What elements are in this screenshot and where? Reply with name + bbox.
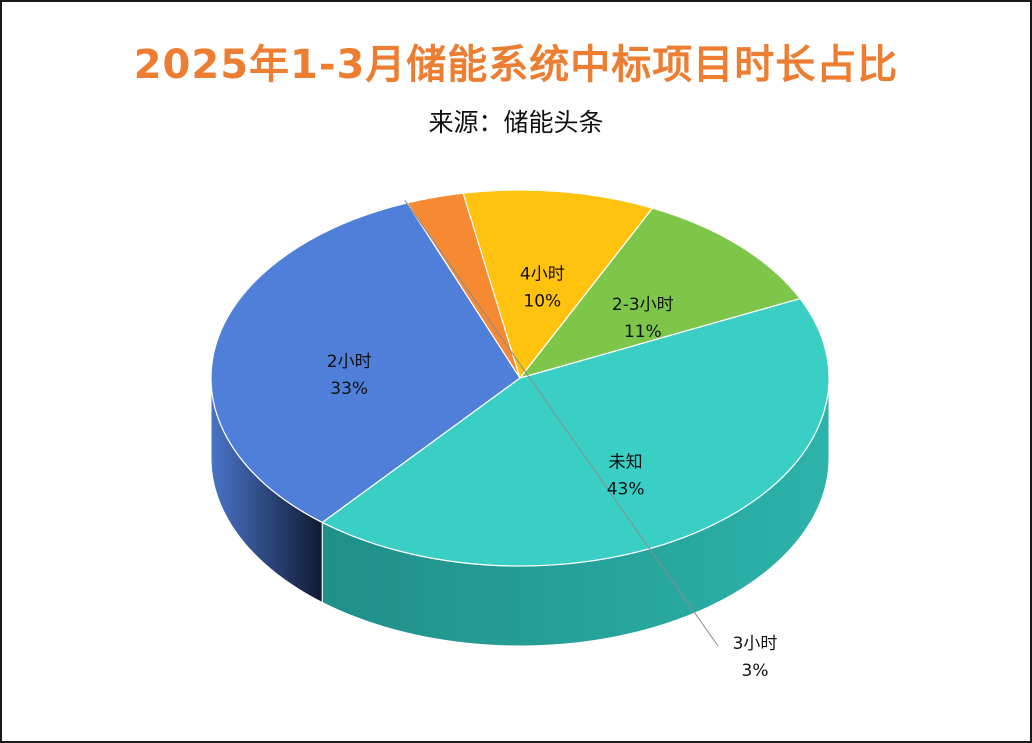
slice-value-label-0: 43%: [607, 479, 645, 499]
leader-line-2: [404, 199, 719, 647]
pie-slice-3: [462, 189, 654, 380]
chart-title: 2025年1-3月储能系统中标项目时长占比: [133, 42, 899, 88]
slice-label-4: 2-3小时: [612, 295, 674, 315]
pie-slice-1: [210, 202, 521, 524]
slice-label-3: 4小时: [520, 265, 565, 285]
pie-slice-0: [321, 297, 830, 567]
slice-value-label-4: 11%: [624, 322, 662, 342]
slice-value-label-2: 3%: [742, 661, 769, 681]
slice-label-0: 未知: [609, 452, 643, 472]
slice-label-2: 3小时: [733, 634, 778, 654]
slice-value-label-1: 33%: [330, 379, 368, 399]
slice-label-1: 2小时: [327, 352, 372, 372]
pie-slice-4: [518, 207, 802, 380]
chart-subtitle: 来源：储能头条: [428, 108, 604, 137]
slice-value-label-3: 10%: [523, 292, 561, 312]
